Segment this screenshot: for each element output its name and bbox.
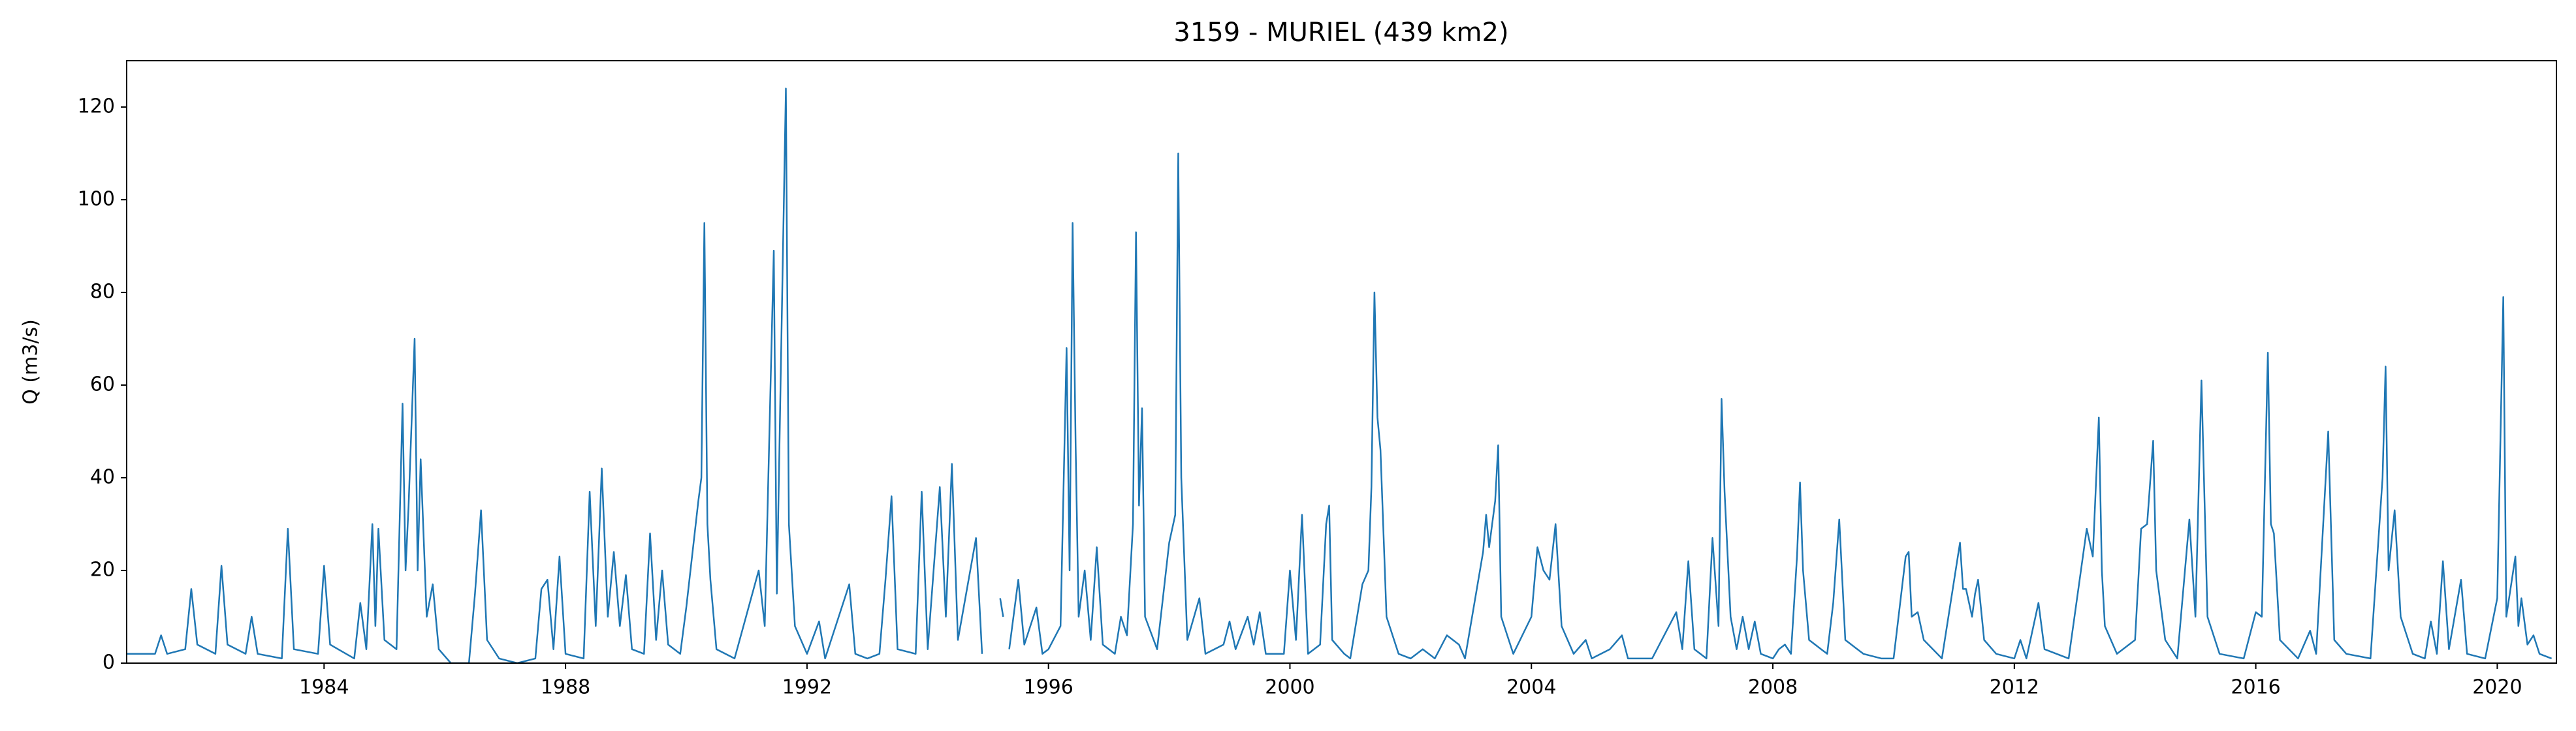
x-tick-label: 2008 bbox=[1748, 676, 1798, 699]
flow-line bbox=[1008, 152, 2552, 660]
y-tick-label: 0 bbox=[103, 651, 115, 674]
flow-line bbox=[127, 87, 983, 663]
y-axis-label: Q (m3/s) bbox=[20, 319, 42, 405]
y-tick-label: 80 bbox=[90, 281, 115, 303]
y-tick-label: 100 bbox=[78, 188, 115, 211]
plot-frame bbox=[126, 60, 2557, 664]
x-tick-label: 1996 bbox=[1023, 676, 1073, 699]
x-tick-label: 2016 bbox=[2231, 676, 2280, 699]
chart-title: 3159 - MURIEL (439 km2) bbox=[1173, 18, 1508, 48]
x-tick-label: 1984 bbox=[299, 676, 349, 699]
x-tick-label: 1988 bbox=[541, 676, 590, 699]
y-tick-label: 120 bbox=[78, 95, 115, 118]
x-tick-label: 2012 bbox=[1990, 676, 2039, 699]
x-tick-label: 2000 bbox=[1265, 676, 1314, 699]
x-tick-label: 2020 bbox=[2472, 676, 2522, 699]
y-tick-label: 60 bbox=[90, 373, 115, 396]
x-tick-label: 1992 bbox=[782, 676, 832, 699]
y-tick-label: 40 bbox=[90, 466, 115, 489]
y-tick-label: 20 bbox=[90, 559, 115, 582]
flow-line bbox=[999, 598, 1004, 617]
x-tick-label: 2004 bbox=[1506, 676, 1556, 699]
